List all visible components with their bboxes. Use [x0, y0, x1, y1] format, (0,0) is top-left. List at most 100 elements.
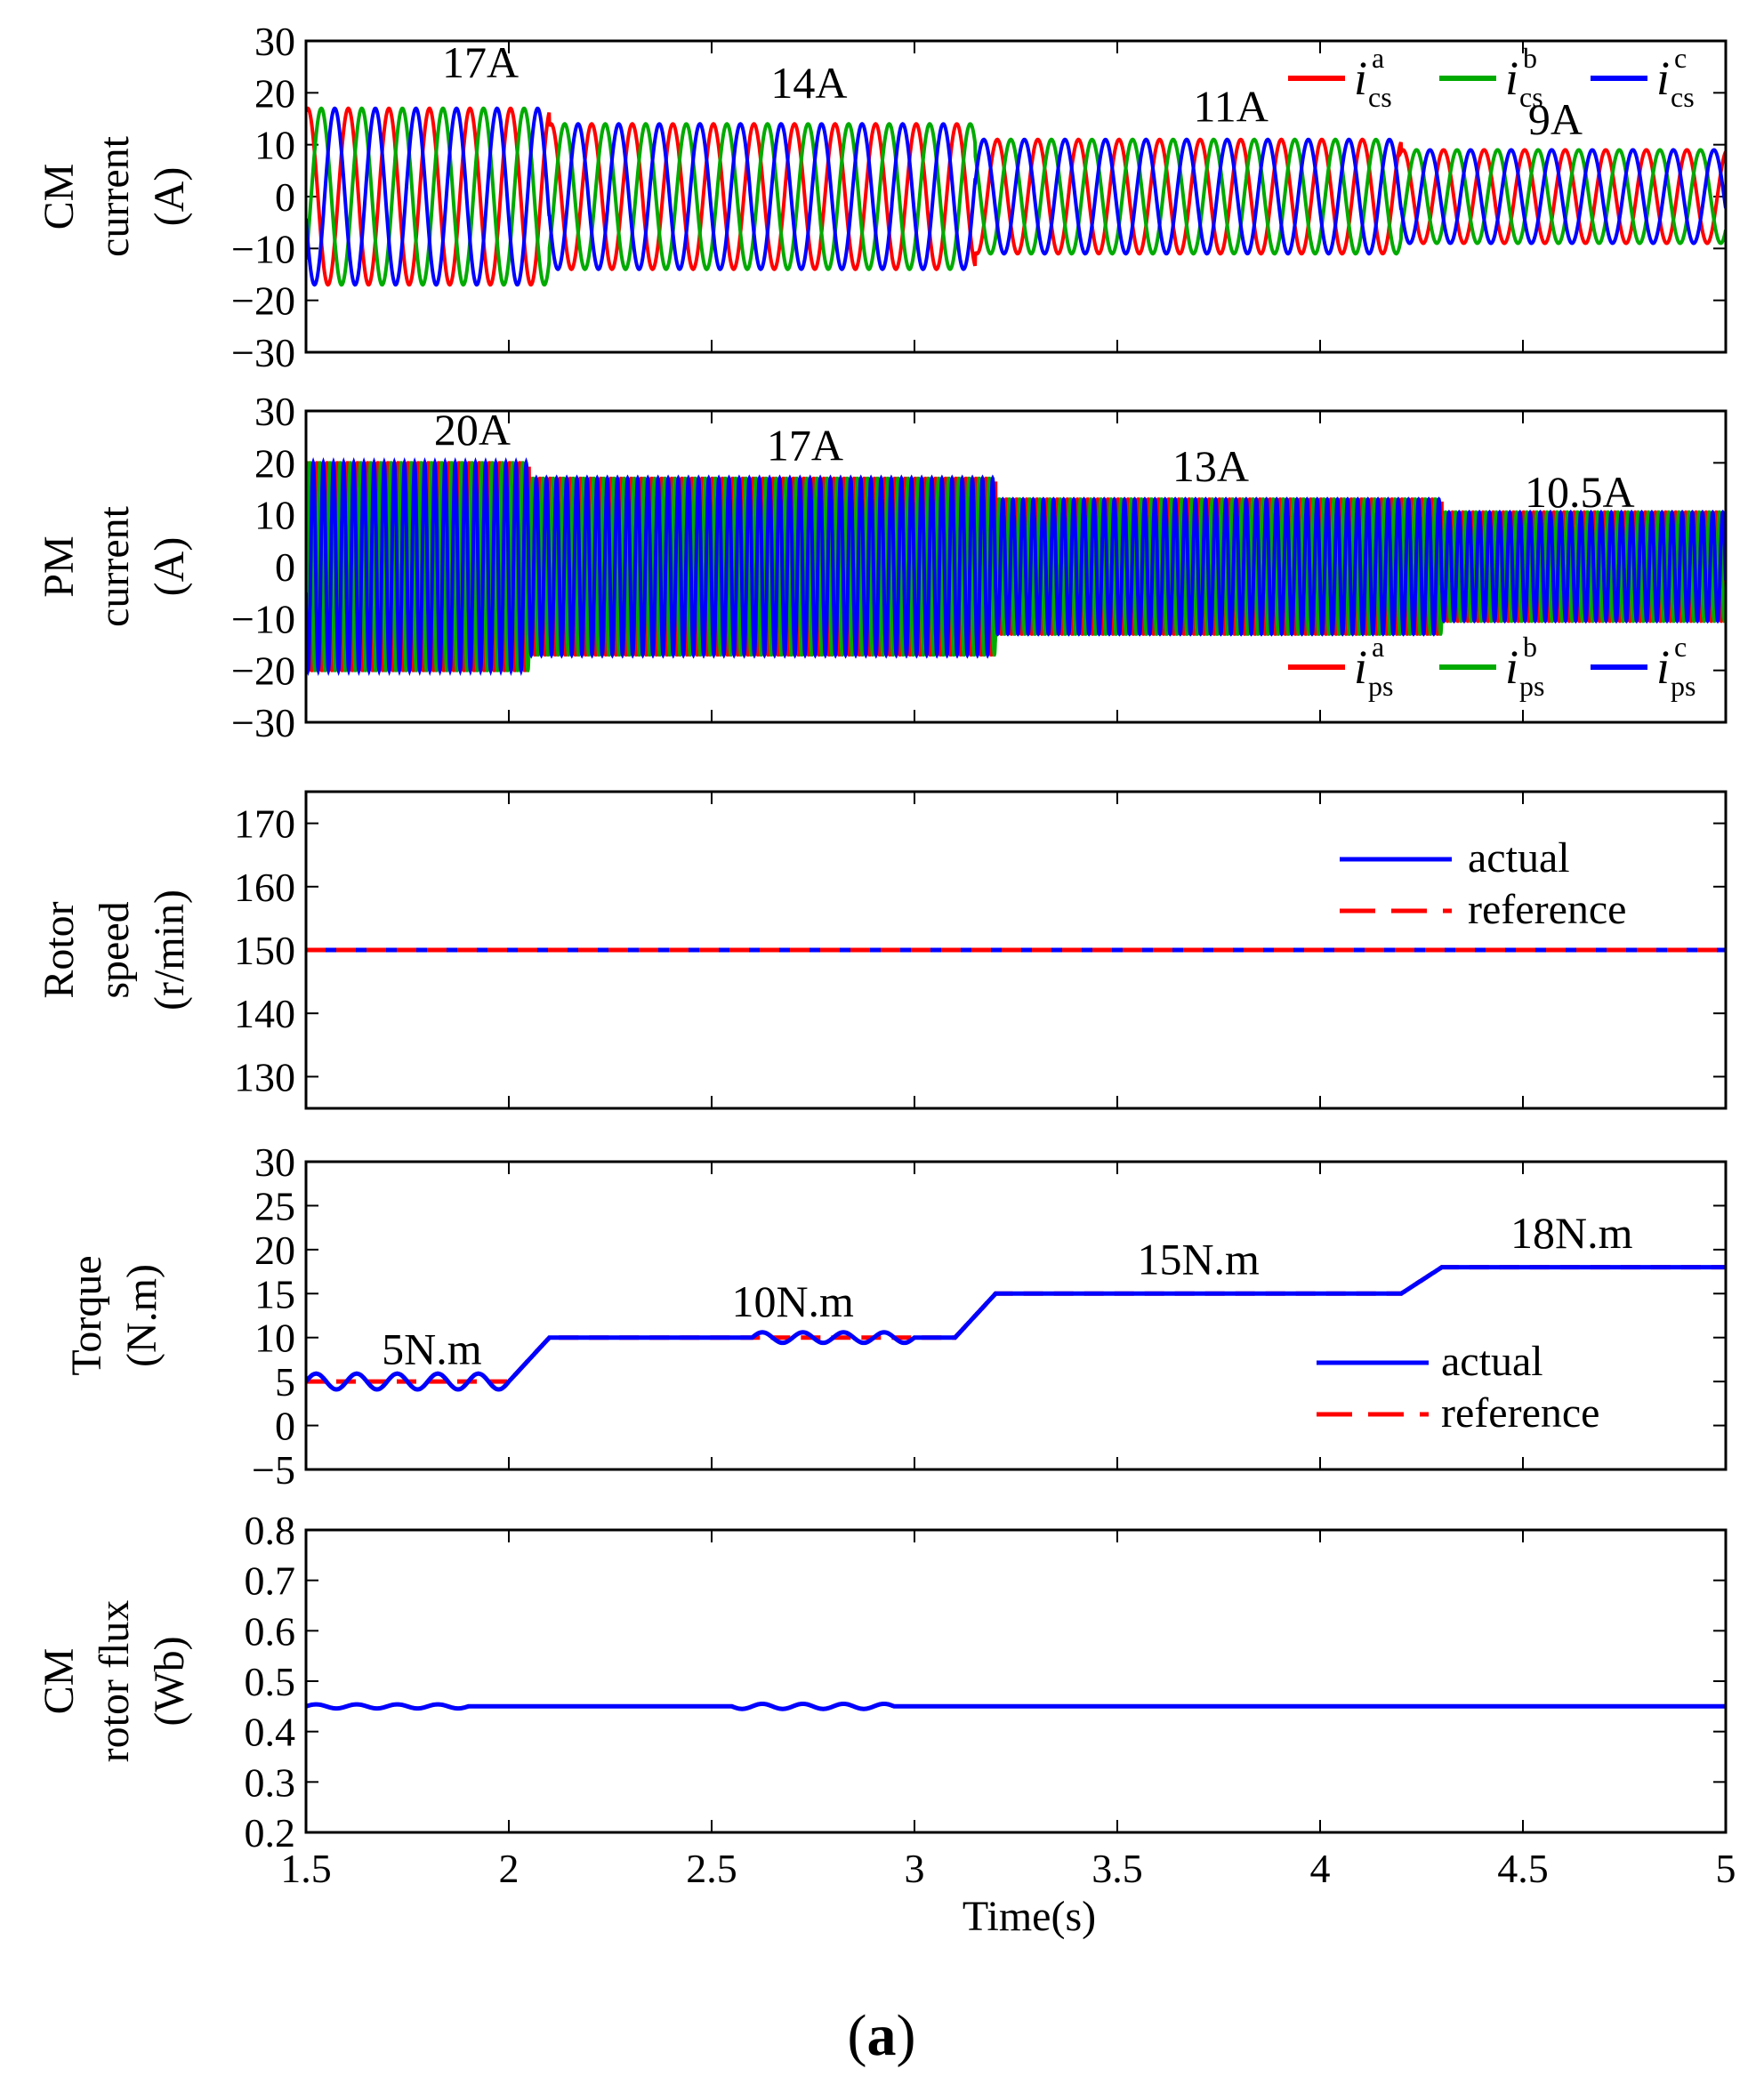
y-axis-label-line: Torque — [63, 1255, 110, 1375]
annotation-label: 10.5A — [1525, 467, 1635, 517]
y-tick-label: 140 — [234, 991, 295, 1036]
legend-subscript: cs — [1519, 81, 1543, 113]
y-axis-label-line: (r/min) — [146, 890, 193, 1010]
caption-letter: a — [867, 2003, 897, 2068]
annotation-label: 18N.m — [1510, 1208, 1633, 1258]
plot-area — [306, 456, 1726, 677]
y-axis-label-line: Rotor — [36, 901, 83, 998]
y-tick-label: 30 — [254, 19, 295, 64]
x-tick-label: 4.5 — [1497, 1846, 1549, 1891]
y-tick-label: 10 — [254, 123, 295, 168]
x-tick-label: 2 — [499, 1846, 520, 1891]
legend-entry: actual — [1468, 834, 1570, 882]
y-axis-label-line: (N.m) — [118, 1264, 165, 1367]
y-tick-label: 20 — [254, 440, 295, 486]
y-tick-label: −10 — [231, 596, 295, 641]
annotation-label: 17A — [442, 37, 519, 87]
x-tick-label: 1.5 — [280, 1846, 332, 1891]
y-tick-label: 5 — [275, 1359, 295, 1405]
y-axis-label-line: CM — [36, 1648, 83, 1715]
y-tick-label: 30 — [254, 1139, 295, 1185]
x-axis-label: Time(s) — [963, 1893, 1096, 1940]
series-line-b — [306, 106, 1726, 287]
y-tick-label: 130 — [234, 1054, 295, 1099]
y-tick-label: 30 — [254, 389, 295, 434]
plot-frame — [304, 409, 1728, 724]
annotation-label: 14A — [770, 58, 847, 108]
legend-subscript: cs — [1671, 81, 1695, 113]
plot-area — [306, 1702, 1726, 1711]
series-line-flux — [306, 1702, 1726, 1711]
y-tick-label: 0.5 — [245, 1659, 296, 1704]
panel-cm_rotor_flux: 0.8 0.70.6 0.5 0.40.3 0.21.5 2 2.5 3 3.5 4 4.5 5 CM r… — [36, 1508, 1736, 1891]
legend-entry: reference — [1441, 1389, 1599, 1437]
y-tick-label: 0.2 — [245, 1810, 296, 1856]
legend: i aps i bps i cps — [1288, 631, 1696, 702]
plot-area — [306, 106, 1726, 287]
y-tick-label: −20 — [231, 278, 295, 324]
series-line-a — [306, 106, 1726, 287]
y-tick-label: 10 — [254, 1316, 295, 1361]
legend-entry: i — [1656, 640, 1670, 694]
y-tick-label: 20 — [254, 1228, 295, 1273]
y-tick-label: 0.3 — [245, 1759, 296, 1805]
y-tick-label: 0 — [275, 544, 295, 590]
figure-caption: (a) — [848, 2003, 916, 2068]
annotation-label: 10N.m — [731, 1276, 854, 1326]
legend-superscript: c — [1674, 631, 1687, 663]
y-axis-label-line: (Wb) — [146, 1636, 193, 1726]
legend-entry: i — [1354, 52, 1367, 105]
y-axis-label-line: current — [91, 135, 138, 257]
legend-superscript: a — [1372, 631, 1384, 663]
y-tick-label: 25 — [254, 1183, 295, 1228]
y-tick-label: 150 — [234, 928, 295, 973]
caption-close: ) — [897, 2003, 916, 2068]
panel-pm_current: 30 20 10 0 −10 −20 −30 PM current (A) 20A 17A 13A 10.… — [36, 389, 1728, 745]
x-tick-label: 2.5 — [686, 1846, 737, 1891]
legend-superscript: a — [1372, 42, 1384, 74]
plot-frame — [304, 1160, 1728, 1471]
panel-rotor_speed: 170 160 150 140 130 Rotor speed (r/min) actualre… — [36, 790, 1728, 1110]
y-tick-label: 0 — [275, 174, 295, 220]
legend-subscript: ps — [1671, 670, 1696, 702]
legend-superscript: c — [1674, 42, 1687, 74]
legend-subscript: ps — [1519, 670, 1544, 702]
legend-entry: i — [1505, 52, 1518, 105]
legend-superscript: b — [1523, 42, 1537, 74]
y-tick-label: 170 — [234, 801, 295, 847]
y-tick-label: 0.6 — [245, 1608, 296, 1654]
annotation-label: 11A — [1194, 81, 1269, 131]
y-tick-label: 0.8 — [245, 1508, 296, 1553]
legend-entry: reference — [1468, 886, 1626, 933]
plot-area — [306, 1265, 1726, 1392]
y-tick-label: 10 — [254, 493, 295, 538]
annotation-label: 15N.m — [1137, 1235, 1260, 1284]
y-tick-label: 0.4 — [245, 1710, 296, 1755]
plot-frame — [304, 1528, 1728, 1834]
y-axis-label-line: rotor flux — [91, 1600, 138, 1763]
plot-frame — [304, 790, 1728, 1110]
series-line-c — [306, 106, 1726, 287]
y-tick-label: 15 — [254, 1271, 295, 1316]
y-axis-label-line: current — [91, 505, 138, 627]
legend-entry: i — [1505, 640, 1518, 694]
y-axis-label-line: speed — [91, 901, 138, 998]
annotation-label: 9A — [1528, 94, 1583, 144]
y-axis-label-line: (A) — [146, 537, 193, 597]
legend-superscript: b — [1523, 631, 1537, 663]
y-axis-label-line: PM — [36, 535, 83, 597]
y-tick-label: 0.7 — [245, 1558, 296, 1604]
y-tick-label: 20 — [254, 70, 295, 116]
annotation-label: 5N.m — [382, 1324, 482, 1373]
y-tick-label: −30 — [231, 700, 295, 745]
y-tick-label: −5 — [252, 1447, 295, 1493]
plot-frame — [304, 39, 1728, 354]
annotation-label: 13A — [1172, 441, 1249, 491]
legend-subscript: cs — [1368, 81, 1392, 113]
